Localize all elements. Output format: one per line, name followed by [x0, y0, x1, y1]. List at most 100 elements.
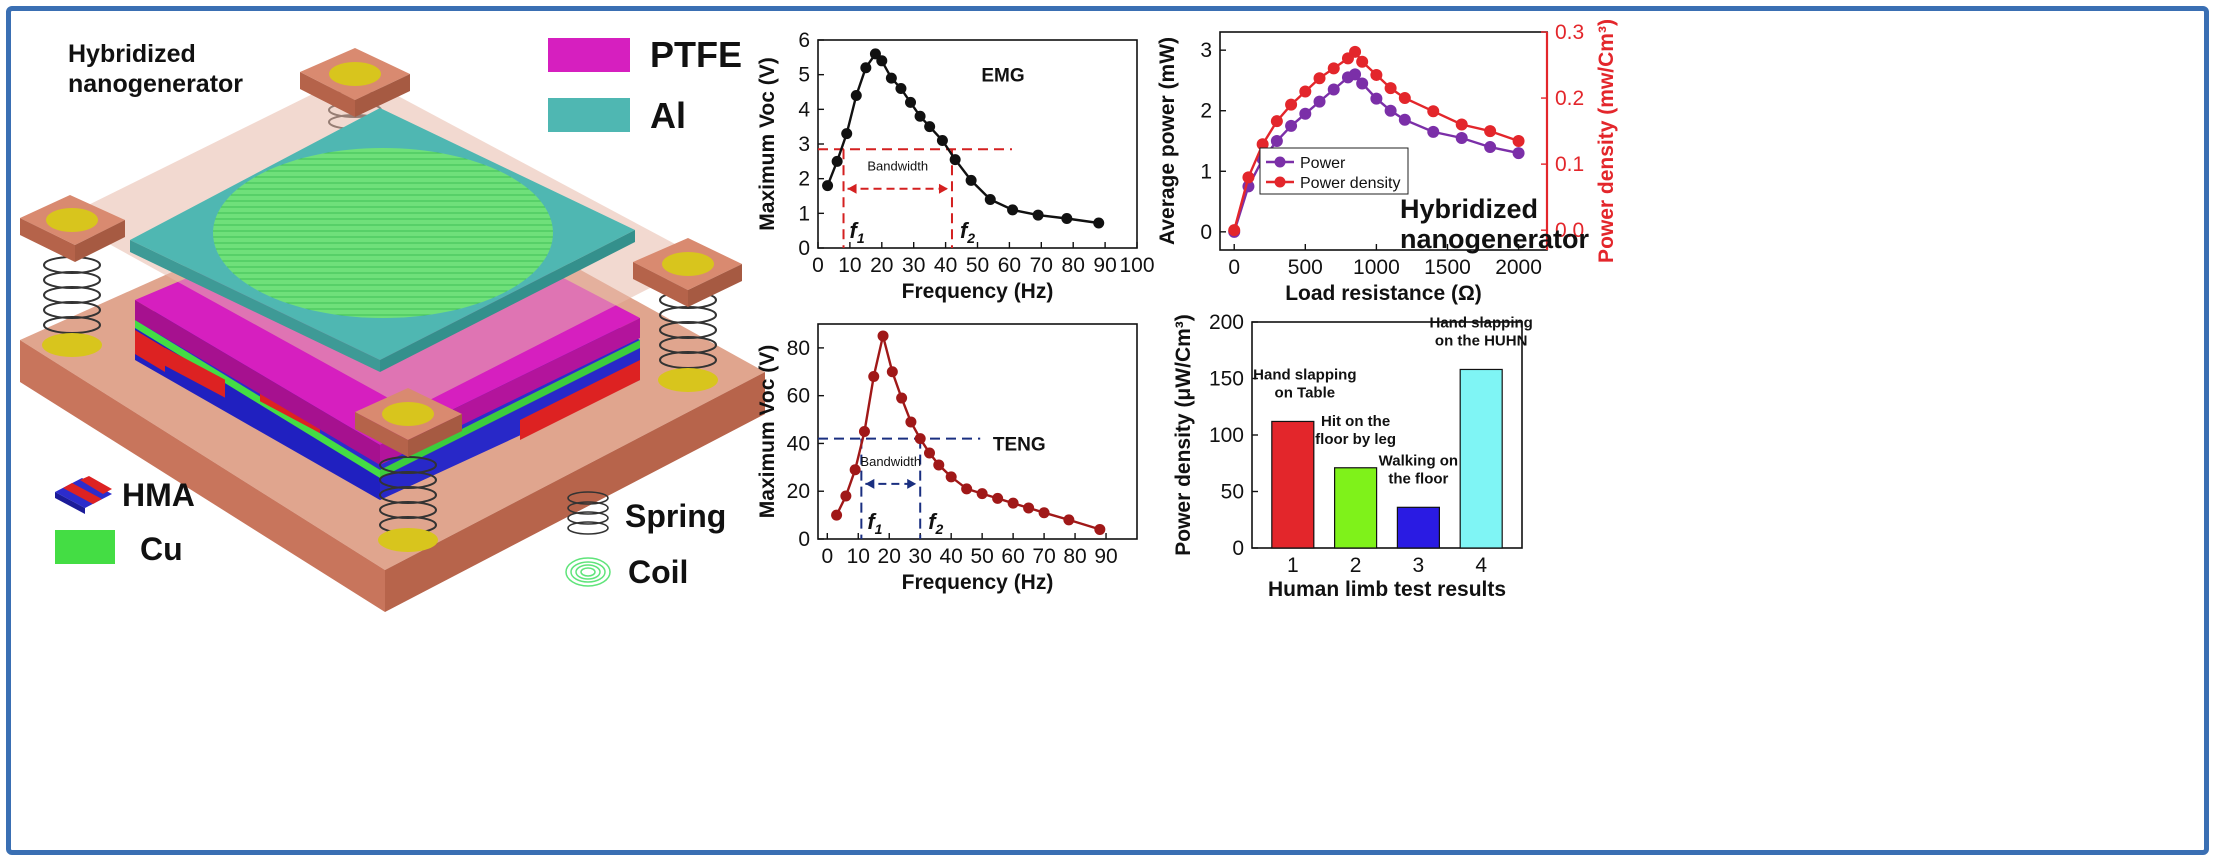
- teng-point: [896, 392, 908, 404]
- bar-label: on the HUHN: [1435, 332, 1528, 349]
- emg-point: [936, 135, 948, 147]
- power-density-point: [1285, 98, 1298, 111]
- x-tick-label: 3: [1413, 554, 1425, 577]
- teng-point: [868, 371, 880, 383]
- power-density-point: [1349, 45, 1362, 58]
- emg-point: [965, 174, 977, 186]
- teng-point: [1023, 502, 1035, 514]
- power-point: [1370, 92, 1383, 105]
- y2-tick-label: 0.1: [1555, 153, 1584, 176]
- power-density-point: [1427, 105, 1440, 118]
- arrow-head: [938, 183, 948, 194]
- f1-label: f1: [850, 218, 865, 246]
- bar-label: floor by leg: [1315, 431, 1396, 448]
- legend-entry: Power density: [1300, 175, 1401, 192]
- power-point: [1285, 119, 1298, 132]
- power-point: [1427, 125, 1440, 138]
- x-axis-title: Human limb test results: [1268, 578, 1506, 601]
- bar-label: the floor: [1388, 470, 1448, 487]
- teng-point: [945, 471, 957, 483]
- emg-point: [895, 83, 907, 95]
- x-tick-label: 100: [1119, 254, 1154, 277]
- power-point: [1349, 68, 1362, 81]
- base-pads: [42, 333, 718, 552]
- y-tick-label: 5: [798, 64, 810, 87]
- power-density-point: [1356, 55, 1369, 68]
- emg-point: [914, 110, 926, 122]
- x-tick-label: 0: [821, 545, 833, 568]
- y-tick-label: 2: [798, 168, 810, 191]
- y-tick-label: 1: [798, 202, 810, 225]
- teng-point: [1094, 523, 1106, 535]
- bar-label: on Table: [1275, 384, 1336, 401]
- f2-subscript: 2: [935, 521, 944, 537]
- x-tick-label: 20: [870, 254, 893, 277]
- bar: [1459, 368, 1503, 549]
- emg-point: [876, 55, 888, 67]
- power-density-point: [1398, 92, 1411, 105]
- emg-point: [831, 155, 843, 167]
- x-axis-title: Frequency (Hz): [902, 571, 1054, 594]
- x-axis-title: Frequency (Hz): [902, 280, 1054, 303]
- power-point: [1356, 77, 1369, 90]
- f2-label: f2: [960, 218, 975, 246]
- teng-point: [992, 492, 1004, 504]
- x-tick-label: 2000: [1495, 256, 1542, 279]
- power-point: [1512, 147, 1525, 160]
- y-tick-label: 200: [1209, 312, 1244, 334]
- power-annotation-line2: nanogenerator: [1400, 224, 1590, 254]
- teng-point: [905, 416, 917, 428]
- x-tick-label: 30: [909, 545, 932, 568]
- y-tick-label: 50: [1221, 481, 1244, 504]
- emg-point: [905, 96, 917, 108]
- y2-tick-label: 0.2: [1555, 87, 1584, 110]
- y-tick-label: 0: [798, 237, 810, 260]
- x-tick-label: 80: [1062, 254, 1085, 277]
- f1-label: f1: [867, 509, 882, 537]
- legend-label-ptfe: PTFE: [650, 34, 742, 75]
- arrow-head: [865, 478, 875, 489]
- teng-point: [849, 464, 861, 476]
- power-density-point: [1270, 115, 1283, 128]
- teng-point: [886, 366, 898, 378]
- power-density-point: [1299, 85, 1312, 98]
- bar: [1271, 420, 1315, 549]
- emg-point: [850, 89, 862, 101]
- y-tick-label: 150: [1209, 368, 1244, 391]
- emg-line: [826, 51, 1099, 225]
- x-tick-label: 1: [1287, 554, 1299, 577]
- power-density-point: [1370, 68, 1383, 81]
- power-density-point: [1313, 72, 1326, 85]
- emg-point: [841, 128, 853, 140]
- y-tick-label: 0: [798, 528, 810, 551]
- legend-swatch-hma: [55, 476, 112, 514]
- bar: [1334, 467, 1378, 549]
- y-tick-label: 0: [1200, 221, 1212, 244]
- power-point: [1484, 141, 1497, 154]
- y-tick-label: 3: [798, 133, 810, 156]
- emg-point: [1061, 213, 1073, 225]
- y-axis-title: Maximum Voc (V): [756, 345, 779, 518]
- bandwidth-label: Bandwidth: [860, 454, 921, 469]
- y-tick-label: 2: [1200, 100, 1212, 123]
- legend-label-cu: Cu: [140, 531, 183, 567]
- f1-subscript: 1: [875, 521, 883, 537]
- legend-marker: [1274, 156, 1286, 168]
- emg-point: [1032, 209, 1044, 221]
- teng-point: [877, 330, 889, 342]
- emg-annotation: EMG: [981, 66, 1024, 87]
- x-tick-label: 90: [1093, 254, 1116, 277]
- y-tick-label: 60: [787, 385, 810, 408]
- nanogenerator-illustration: Hybridized nanogenerator PTFE Al HMA Cu …: [20, 34, 765, 612]
- power-point: [1455, 131, 1468, 144]
- y-tick-label: 0: [1232, 537, 1244, 560]
- legend-box: [1259, 147, 1409, 195]
- teng-point: [961, 483, 973, 495]
- emg-voc-chart: 0 10 20 30 40 50 60 70 80 90 100 0 1 2 3 4 5 6 Frequency (…: [756, 29, 1155, 303]
- x-tick-label: 80: [1063, 545, 1086, 568]
- legend-swatch-coil: [565, 557, 611, 587]
- y-axis-title: Power density (μW/Cm³): [1172, 314, 1195, 556]
- power-density-point: [1484, 125, 1497, 138]
- power-point: [1398, 113, 1411, 126]
